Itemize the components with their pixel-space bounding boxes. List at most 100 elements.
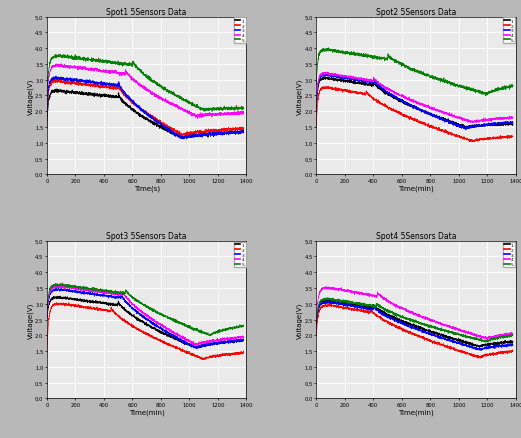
3 (235, 130, 241, 135)
3 (54, 75, 60, 81)
Line: 5: 5 (316, 298, 513, 343)
2 (134, 326, 141, 331)
3 (504, 121, 511, 127)
2 (140, 108, 146, 113)
4 (504, 116, 511, 121)
3 (235, 129, 241, 134)
2 (323, 87, 329, 92)
1 (54, 293, 60, 299)
3 (140, 110, 146, 115)
2 (313, 126, 319, 131)
Line: 3: 3 (316, 301, 513, 350)
Line: 5: 5 (47, 283, 244, 336)
2 (510, 134, 516, 140)
Title: Spot1 5Sensors Data: Spot1 5Sensors Data (106, 8, 187, 17)
2 (469, 140, 476, 145)
X-axis label: Time(min): Time(min) (398, 408, 434, 415)
1 (504, 122, 511, 127)
4 (235, 335, 241, 340)
4 (504, 332, 511, 337)
Line: 5: 5 (316, 49, 513, 96)
Line: 2: 2 (47, 80, 244, 137)
2 (179, 134, 185, 139)
2 (510, 349, 516, 354)
4 (134, 307, 141, 312)
2 (323, 304, 329, 310)
1 (199, 131, 205, 137)
5 (134, 66, 141, 71)
5 (61, 53, 67, 58)
4 (235, 334, 241, 339)
1 (235, 339, 241, 344)
4 (140, 85, 146, 91)
5 (409, 68, 415, 73)
X-axis label: Time(min): Time(min) (129, 408, 165, 415)
5 (140, 301, 146, 307)
2 (199, 130, 205, 135)
3 (468, 344, 474, 350)
1 (477, 345, 483, 350)
1 (192, 346, 199, 351)
3 (478, 348, 485, 353)
Title: Spot4 5Sensors Data: Spot4 5Sensors Data (376, 231, 456, 240)
1 (235, 339, 241, 345)
1 (180, 137, 187, 142)
1 (504, 340, 511, 345)
4 (323, 73, 329, 78)
1 (404, 102, 410, 107)
2 (54, 79, 60, 85)
3 (510, 343, 516, 348)
2 (51, 78, 57, 83)
5 (199, 330, 205, 335)
Y-axis label: Voltage(V): Voltage(V) (296, 78, 303, 114)
5 (134, 299, 141, 304)
1 (235, 130, 241, 135)
5 (504, 334, 511, 339)
4 (55, 283, 61, 288)
3 (504, 343, 511, 349)
Line: 3: 3 (47, 289, 244, 349)
5 (404, 65, 410, 71)
3 (140, 313, 146, 318)
5 (468, 88, 474, 94)
3 (134, 309, 141, 314)
4 (313, 316, 319, 321)
5 (510, 333, 516, 339)
1 (468, 341, 474, 346)
4 (44, 314, 50, 319)
5 (313, 82, 319, 88)
5 (504, 85, 511, 90)
5 (313, 320, 319, 325)
2 (504, 135, 511, 140)
1 (504, 341, 511, 346)
Line: 1: 1 (47, 89, 244, 140)
3 (184, 137, 190, 142)
2 (504, 350, 511, 355)
4 (54, 63, 60, 68)
1 (409, 324, 415, 329)
1 (510, 123, 516, 128)
3 (510, 120, 516, 126)
3 (504, 343, 511, 349)
3 (409, 325, 415, 330)
2 (504, 135, 511, 140)
3 (199, 343, 205, 349)
5 (140, 71, 146, 77)
3 (241, 338, 247, 343)
2 (235, 127, 241, 132)
4 (192, 343, 198, 348)
5 (44, 94, 50, 99)
4 (510, 116, 516, 121)
5 (484, 340, 490, 345)
5 (199, 107, 205, 113)
Y-axis label: Voltage(V): Voltage(V) (27, 302, 34, 338)
3 (313, 110, 319, 115)
Line: 1: 1 (316, 78, 513, 129)
3 (54, 287, 60, 292)
4 (504, 332, 511, 337)
5 (409, 318, 415, 324)
4 (468, 330, 474, 335)
5 (326, 46, 332, 51)
1 (463, 126, 469, 131)
2 (66, 300, 72, 306)
